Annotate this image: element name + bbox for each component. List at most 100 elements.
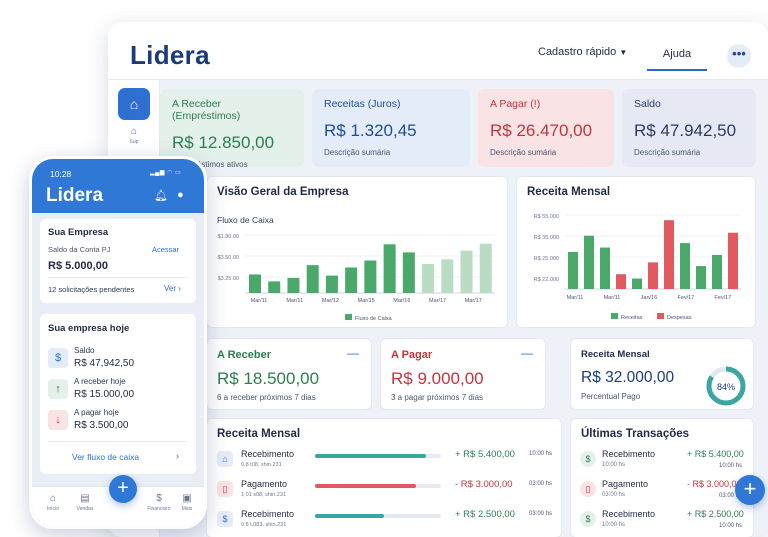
row-meta: 0.8 t08, shin.231	[241, 462, 282, 468]
help-tab[interactable]: Ajuda	[647, 39, 707, 71]
transaction-name: Recebimento	[602, 449, 656, 459]
transaction-row[interactable]: $ Recebimento 10:00 hs + R$ 5.400,00 10:00 h…	[571, 449, 753, 477]
row-name: Recebimento	[241, 449, 295, 459]
desktop-add-button[interactable]: +	[735, 475, 765, 505]
desktop-window: Lidera Cadastro rápido ▼ Ajuda ••• ⌂ ⌂ S…	[108, 22, 768, 537]
summary-card[interactable]: A Pagar — R$ 9.000,00 3 a pagar próximos 7 …	[380, 338, 546, 410]
chevron-right-icon[interactable]: ›	[176, 451, 179, 461]
cash-flow-bar	[364, 260, 377, 293]
x-tick-label: Mar/11	[604, 295, 621, 301]
x-tick-label: Mar/17	[465, 298, 482, 304]
kpi-card[interactable]: A Receber (Empréstimos) R$ 12.850,00 8 emp…	[160, 89, 304, 169]
today-label: A receber hoje	[74, 377, 126, 386]
more-options-button[interactable]: •••	[727, 44, 751, 68]
kpi-value: R$ 1.320,45	[324, 121, 417, 140]
cash-flow-link[interactable]: Ver fluxo de caixa	[72, 452, 140, 462]
bell-icon[interactable]: 🔔︎	[154, 190, 168, 202]
y-tick-label: R$ 55.000	[534, 214, 559, 220]
list-item[interactable]: ▯ Pagamento 1,01 s08, shin.231 - R$ 3.000,0…	[207, 479, 561, 507]
kpi-value: R$ 12.850,00	[172, 133, 275, 152]
cash-flow-bar	[249, 274, 261, 293]
row-bar-fill	[315, 514, 384, 518]
access-link[interactable]: Acessar	[152, 245, 180, 254]
transaction-meta: 10:00 hs	[602, 522, 626, 528]
y-tick-label: $3.50.00	[218, 255, 239, 261]
app-logo[interactable]: Lidera	[130, 40, 210, 70]
nav-icon: ⌂	[49, 493, 57, 504]
kpi-card[interactable]: Receitas (Juros) R$ 1.320,45 Descrição sum…	[312, 89, 470, 167]
receita-summary-card: Receita Mensal R$ 32.000,00 Percentual P…	[570, 338, 754, 410]
today-value: R$ 3.500,00	[74, 420, 129, 431]
revenue-bar	[616, 274, 626, 289]
x-tick-label: Jan/16	[641, 295, 658, 301]
x-tick-label: Mar/11	[286, 298, 303, 304]
x-tick-label: Mar/11	[251, 298, 268, 304]
receita-list-card: Receita Mensal ⌂ Recebimento 0.8 t08, shin…	[206, 418, 562, 537]
quick-register-menu[interactable]: Cadastro rápido ▼	[538, 46, 627, 58]
transaction-meta: 03:00 hs	[602, 492, 626, 498]
x-tick-label: Fev/17	[714, 295, 731, 301]
today-label: Saldo	[74, 346, 95, 355]
x-tick-label: Mar/16	[393, 298, 410, 304]
phone-logo[interactable]: Lidera	[46, 185, 104, 206]
kpi-subtitle: 8 empréstimos ativos	[172, 160, 248, 169]
transactions-title: Últimas Transações	[581, 428, 690, 440]
summary-value: R$ 18.500,00	[217, 369, 320, 388]
cash-flow-bar	[422, 264, 435, 293]
transaction-row[interactable]: ▯ Pagamento 03:00 hs - R$ 3.000,00 03:00 hs	[571, 479, 753, 507]
phone-add-button[interactable]: +	[109, 475, 137, 503]
support-icon[interactable]: ⌂	[130, 126, 138, 137]
support-label: Sup	[129, 139, 139, 145]
x-tick-label: Mar/15	[358, 298, 375, 304]
revenue-bar	[568, 252, 578, 289]
receita-summary-sub: Percentual Pago	[581, 392, 641, 401]
today-item[interactable]: ↑ A receber hoje R$ 15.000,00	[48, 375, 188, 403]
today-item[interactable]: ↓ A pagar hoje R$ 3.500,00	[48, 406, 188, 434]
home-icon[interactable]: ⌂	[118, 88, 150, 120]
collapse-icon[interactable]: —	[521, 346, 533, 360]
company-balance: R$ 5.000,00	[48, 260, 108, 272]
nav-item[interactable]: ▤ Vendas	[70, 493, 100, 512]
summary-card[interactable]: A Receber — R$ 18.500,00 6 a receber próxim…	[206, 338, 372, 410]
see-pending-link[interactable]: Ver ›	[164, 284, 181, 293]
row-name: Recebimento	[241, 509, 295, 519]
transaction-row[interactable]: $ Recebimento 10:00 hs + R$ 2.500,00 10:00 h…	[571, 509, 753, 537]
transaction-time: 10:00 hs	[719, 463, 743, 469]
x-tick-label: Mar/12	[322, 298, 339, 304]
summary-subtitle: 6 a receber próximos 7 dias	[217, 393, 316, 402]
kpi-value: R$ 26.470,00	[490, 121, 593, 140]
today-value: R$ 15.000,00	[74, 389, 135, 400]
x-tick-label: Mar/17	[429, 298, 446, 304]
cash-flow-bar	[479, 243, 492, 293]
kpi-card[interactable]: Saldo R$ 47.942,50 Descrição sumária	[622, 89, 756, 167]
y-tick-label: $3.25.00	[218, 276, 239, 282]
nav-label: Vendas	[76, 506, 94, 512]
kpi-title: A Receber (Empréstimos)	[172, 98, 241, 122]
y-tick-label: R$ 25.000	[534, 256, 559, 262]
profile-icon[interactable]: ●	[177, 189, 184, 201]
row-amount: - R$ 3.000,00	[455, 479, 513, 490]
kpi-title: Saldo	[634, 98, 661, 110]
transaction-amount: - R$ 3.000,00	[687, 479, 742, 489]
transaction-time: 03:00 hs	[719, 493, 743, 499]
transaction-name: Pagamento	[602, 479, 649, 489]
today-item[interactable]: $ Saldo R$ 47,942,50	[48, 344, 188, 372]
nav-item[interactable]: ▣ Mais	[172, 493, 202, 512]
kpi-value: R$ 47.942,50	[634, 121, 737, 140]
list-item[interactable]: ⌂ Recebimento 0.8 t08, shin.231 + R$ 5.400,…	[207, 449, 561, 477]
list-item[interactable]: $ Recebimento 0.8 t.083, shin.231 + R$ 2.50…	[207, 509, 561, 537]
cash-flow-bar	[287, 277, 300, 293]
cash-flow-bar	[306, 265, 319, 293]
percent-paid-gauge: 84%	[706, 366, 746, 406]
kpi-subtitle: Descrição sumária	[324, 148, 391, 157]
nav-item[interactable]: $ Financeiro	[144, 493, 174, 512]
kpi-card[interactable]: A Pagar (!) R$ 26.470,00 Descrição sumária	[478, 89, 614, 167]
pending-requests: 12 solicitações pendentes	[48, 285, 135, 294]
legend-swatch	[611, 313, 618, 319]
collapse-icon[interactable]: —	[347, 346, 359, 360]
cash-flow-chart: $1.80.00 $3.50.00 $3.25.00 Mar/11 Mar/11 Mar/…	[218, 234, 495, 322]
divider	[48, 441, 188, 442]
today-icon: $	[48, 348, 68, 368]
nav-item[interactable]: ⌂ Início	[38, 493, 68, 512]
company-card: Sua Empresa Saldo da Conta PJ Acessar R$…	[40, 219, 196, 303]
